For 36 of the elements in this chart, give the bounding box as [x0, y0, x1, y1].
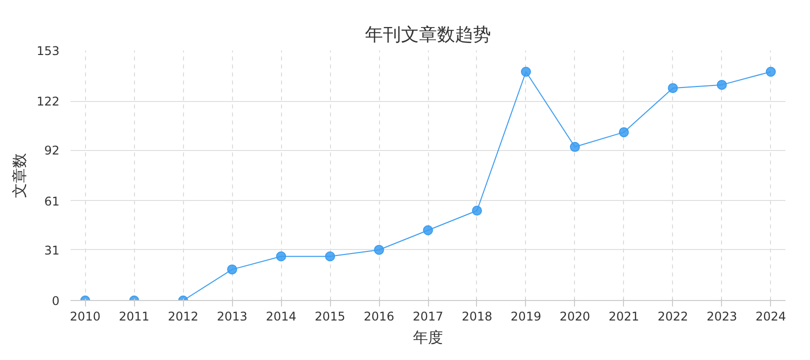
x-tick-label: 2010 — [70, 310, 100, 324]
point — [668, 83, 678, 94]
y-tick-label: 31 — [44, 243, 60, 258]
x-tick-label: 2011 — [118, 310, 150, 324]
y-tick-label: 153 — [36, 44, 60, 58]
x-tick-label: 2014 — [266, 310, 296, 324]
x-tick-label: 2017 — [412, 310, 444, 324]
x-tick-label: 2020 — [560, 310, 590, 324]
point — [472, 206, 482, 216]
point — [374, 244, 384, 255]
point — [423, 225, 433, 236]
x-tick-label: 2012 — [168, 310, 198, 324]
y-tick-label: 122 — [36, 94, 60, 109]
y-tick-label: 61 — [44, 194, 60, 208]
x-tick-label: 2013 — [216, 310, 248, 324]
point — [520, 66, 531, 77]
x-tick-label: 2016 — [364, 310, 394, 324]
point — [766, 66, 776, 77]
y-tick-label: 0 — [52, 294, 60, 308]
point — [716, 80, 727, 90]
x-tick-label: 2021 — [608, 310, 640, 324]
point — [276, 251, 286, 262]
y-tick-label: 92 — [44, 144, 60, 158]
x-axis-title: 年度 — [413, 328, 443, 346]
x-tick-label: 2023 — [706, 310, 738, 324]
chart-title: 年刊文章数趋势 — [365, 24, 491, 46]
point — [325, 251, 336, 262]
x-tick-label: 2019 — [510, 310, 542, 324]
y-axis-title: 文章数 — [10, 153, 29, 198]
x-tick-label: 2018 — [462, 310, 492, 324]
x-tick-label: 2015 — [314, 310, 346, 324]
point — [618, 127, 629, 138]
point — [570, 142, 580, 152]
x-tick-label: 2022 — [658, 310, 688, 324]
x-tick-label: 2024 — [756, 310, 786, 324]
point — [227, 264, 238, 274]
